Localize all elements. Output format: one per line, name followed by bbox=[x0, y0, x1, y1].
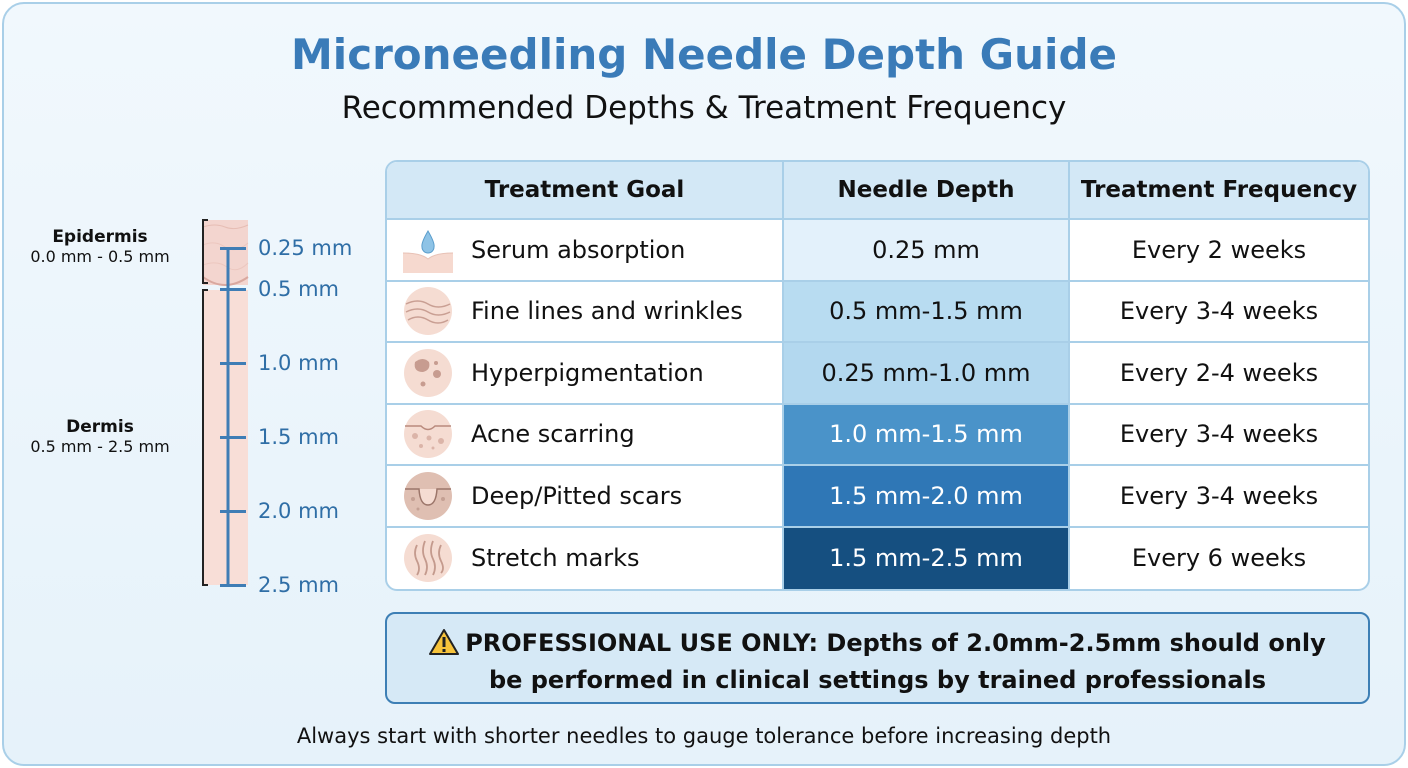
treatment-goal-cell: Stretch marks bbox=[387, 527, 784, 589]
depth-tick-label: 2.5 mm bbox=[258, 573, 339, 597]
header-treatment-frequency: Treatment Frequency bbox=[1070, 162, 1368, 220]
pitted-scar-icon bbox=[403, 471, 453, 521]
needle-depth-cell: 0.25 mm bbox=[784, 220, 1070, 282]
needle-depth-cell: 1.5 mm-2.0 mm bbox=[784, 466, 1070, 528]
treatment-goal: Serum absorption bbox=[471, 235, 686, 264]
treatment-goal: Acne scarring bbox=[471, 420, 635, 449]
page-title: Microneedling Needle Depth Guide bbox=[291, 30, 1117, 79]
depth-tick-label: 1.0 mm bbox=[258, 351, 339, 375]
table-row: Serum absorption 0.25 mm Every 2 weeks bbox=[387, 220, 1368, 282]
depth-tick bbox=[220, 247, 246, 250]
treatment-frequency-cell: Every 6 weeks bbox=[1131, 544, 1307, 573]
depth-tick-label: 0.5 mm bbox=[258, 277, 339, 301]
treatment-frequency-cell: Every 2-4 weeks bbox=[1070, 343, 1368, 405]
treatment-goal: Fine lines and wrinkles bbox=[471, 297, 743, 326]
treatment-frequency-cell: Every 3-4 weeks bbox=[1070, 282, 1368, 343]
table-row: Deep/Pitted scars 1.5 mm-2.0 mm Every 3-4 … bbox=[387, 466, 1368, 528]
stretch-marks-icon bbox=[403, 533, 453, 583]
needle-depth-cell: 1.0 mm-1.5 mm bbox=[784, 404, 1070, 466]
epidermis-bracket bbox=[202, 219, 208, 284]
treatment-frequency-cell: Every 3-4 weeks bbox=[1070, 405, 1368, 466]
table-row: Hyperpigmentation 0.25 mm-1.0 mm Every 2-4… bbox=[387, 343, 1368, 405]
warning-line-2: be performed in clinical settings by tra… bbox=[488, 666, 1267, 694]
depth-tick bbox=[220, 288, 246, 291]
needle-depth-cell: 0.5 mm-1.5 mm bbox=[784, 281, 1070, 343]
professional-warning: PROFESSIONAL USE ONLY: Depths of 2.0mm-2… bbox=[385, 612, 1370, 704]
table-row: Acne scarring 1.0 mm-1.5 mm Every 3-4 week… bbox=[387, 404, 1368, 466]
fine-lines-icon bbox=[403, 286, 453, 336]
dermis-bracket bbox=[202, 289, 208, 586]
depth-tick bbox=[220, 584, 246, 587]
needle-depth-cell: 1.5 mm-2.5 mm bbox=[784, 527, 1070, 589]
treatment-goal-cell: Hyperpigmentation bbox=[387, 343, 784, 405]
table-row: Stretch marks 1.5 mm-2.5 mm Every 6 weeks bbox=[387, 527, 1368, 589]
treatment-goal-cell: Serum absorption bbox=[387, 220, 784, 282]
treatment-goal: Hyperpigmentation bbox=[471, 358, 704, 387]
treatment-goal: Deep/Pitted scars bbox=[471, 481, 683, 510]
depth-tick-label: 1.5 mm bbox=[258, 425, 339, 449]
epidermis-layer bbox=[203, 220, 248, 285]
page-subtitle: Recommended Depths & Treatment Frequency bbox=[341, 90, 1067, 126]
treatment-goal: Stretch marks bbox=[471, 544, 640, 573]
epidermis-label: Epidermis 0.0 mm - 0.5 mm bbox=[30, 227, 170, 266]
treatment-goal-cell: Deep/Pitted scars bbox=[387, 466, 784, 528]
warning-line-1: PROFESSIONAL USE ONLY: Depths of 2.0mm-2… bbox=[465, 629, 1326, 657]
treatment-goal-cell: Fine lines and wrinkles bbox=[387, 281, 784, 343]
header-treatment-goal: Treatment Goal bbox=[387, 162, 784, 220]
depth-tick bbox=[220, 362, 246, 365]
pigment-spots-icon bbox=[403, 348, 453, 398]
depth-tick-label: 0.25 mm bbox=[258, 236, 353, 260]
depth-tick bbox=[220, 436, 246, 439]
acne-scar-icon bbox=[403, 409, 453, 459]
warning-icon bbox=[429, 628, 460, 664]
serum-drop-icon bbox=[402, 225, 454, 275]
dermis-label: Dermis 0.5 mm - 2.5 mm bbox=[30, 417, 170, 456]
depth-tick bbox=[220, 510, 246, 513]
treatment-goal-cell: Acne scarring bbox=[387, 404, 784, 466]
treatment-frequency-cell: Every 2 weeks bbox=[1070, 220, 1368, 282]
depth-tick-label: 2.0 mm bbox=[258, 499, 339, 523]
table-row: Fine lines and wrinkles 0.5 mm-1.5 mm Ever… bbox=[387, 281, 1368, 343]
treatment-frequency-cell: Every 3-4 weeks bbox=[1070, 466, 1368, 528]
footer-note: Always start with shorter needles to gau… bbox=[296, 724, 1112, 748]
needle-depth-cell: 0.25 mm-1.0 mm bbox=[784, 343, 1070, 405]
skin-layers-illustration bbox=[202, 219, 249, 586]
depth-table: Treatment Goal Needle Depth Treatment Fr… bbox=[385, 160, 1370, 591]
header-needle-depth: Needle Depth bbox=[784, 162, 1070, 220]
